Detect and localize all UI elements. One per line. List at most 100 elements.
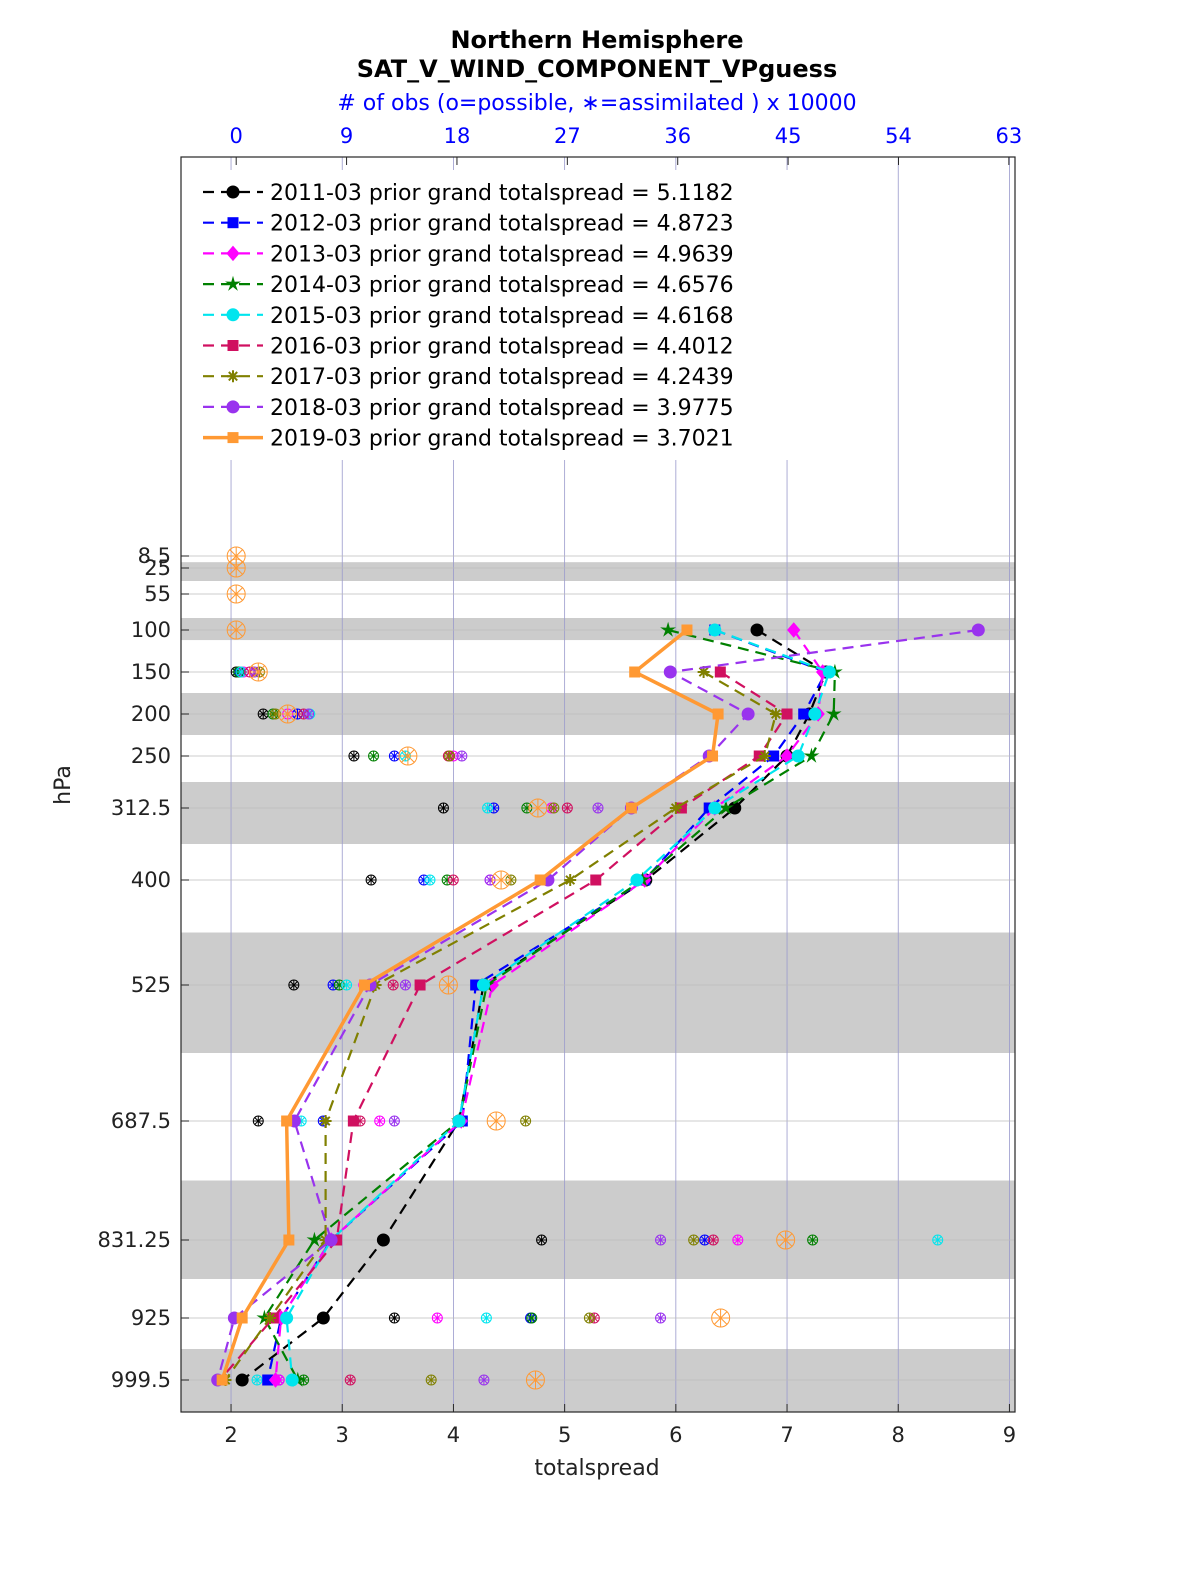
series-6-point-4 [564, 874, 577, 886]
legend-label-3: 2014-03 prior grand totalspread = 4.6576 [270, 273, 734, 298]
legend-entry-4: 2015-03 prior grand totalspread = 4.6168 [203, 304, 734, 329]
obs-s7-l6 [456, 750, 468, 762]
y-tick-label-5: 200 [131, 702, 171, 726]
obs-s0-l11-assimilated [536, 1235, 547, 1245]
obs-s5-l8-assimilated [448, 875, 459, 885]
y-tick-label-8: 400 [131, 868, 171, 892]
x-tick-label-4: 6 [669, 1423, 682, 1447]
obs-s1-l9-assimilated [328, 980, 339, 990]
obs-s6-l7-assimilated [548, 803, 559, 813]
obs-s0-l9-assimilated [288, 980, 299, 990]
x-tick-label-6: 8 [892, 1423, 905, 1447]
obs-s6-l6 [444, 750, 456, 762]
obs-s0-l8 [365, 874, 377, 886]
series-8-point-0 [681, 624, 693, 636]
legend-marker-6 [227, 370, 239, 383]
obs-s2-l11-assimilated [732, 1235, 743, 1245]
obs-s3-l11-assimilated [807, 1235, 818, 1245]
obs-s0-l10-assimilated [253, 1116, 264, 1126]
obs-s4-l7 [482, 802, 494, 814]
series-4-point-6 [476, 978, 490, 992]
obs-s7-l5 [303, 708, 315, 720]
y-tick-label-9: 525 [131, 973, 171, 997]
series-7-point-8 [324, 1233, 338, 1247]
obs-s5-l11-assimilated [708, 1235, 719, 1245]
series-3-point-3 [803, 747, 820, 763]
legend-label-8: 2019-03 prior grand totalspread = 3.7021 [270, 427, 734, 452]
x-tick-label-3: 5 [558, 1423, 571, 1447]
series-8-point-3 [707, 750, 719, 762]
obs-s4-l11 [932, 1234, 944, 1246]
obs-s8-l13 [525, 1370, 545, 1390]
obs-s5-l9-assimilated [388, 980, 399, 990]
series-4-point-0 [708, 623, 722, 637]
obs-s5-l7 [561, 802, 573, 814]
obs-s8-l2 [226, 584, 246, 604]
obs-s5-l7-assimilated [562, 803, 573, 813]
obs-s8-l8 [491, 870, 511, 890]
legend-label-2: 2013-03 prior grand totalspread = 4.9639 [270, 242, 734, 267]
obs-s3-l8-assimilated [442, 875, 453, 885]
obs-s1-l6-assimilated [389, 751, 400, 761]
obs-s4-l13-assimilated [252, 1375, 262, 1385]
obs-s0-l6 [348, 750, 360, 762]
obs-s7-l11-assimilated [655, 1235, 666, 1245]
series-4-point-5 [630, 873, 644, 887]
obs-s8-l6 [398, 746, 418, 766]
series-6-point-0 [697, 666, 710, 678]
y-axis-label: hPa [51, 765, 76, 805]
top-tick-label-4: 36 [664, 124, 691, 148]
obs-s4-l13 [251, 1374, 263, 1386]
obs-s6-l13 [425, 1374, 437, 1386]
legend-marker-5 [227, 340, 239, 351]
axes: 2 3 4 5 6 7 8 90 9 18 27 36 45 54 638.5255510015020025… [98, 124, 1023, 1447]
series-6-point-8 [264, 1312, 276, 1324]
series-3-point-0 [660, 621, 676, 637]
series-4-point-10 [285, 1373, 299, 1387]
series-5-point-0 [714, 666, 726, 678]
obs-s0-l6-assimilated [348, 751, 359, 761]
obs-s4-l4-assimilated [236, 667, 247, 677]
obs-s4-l7-assimilated [482, 803, 493, 813]
obs-s1-l7-assimilated [488, 803, 499, 813]
legend: 2011-03 prior grand totalspread = 5.1182… [191, 170, 821, 460]
series-5-point-5 [414, 979, 426, 991]
legend-entry-6: 2017-03 prior grand totalspread = 4.2439 [203, 365, 734, 390]
obs-s8-l5 [278, 704, 298, 724]
series-6-point-1 [769, 708, 782, 720]
y-tick-label-6: 250 [131, 744, 171, 768]
obs-s8-l2-assimilated [227, 585, 246, 603]
series-8-point-2 [712, 708, 724, 720]
band-1 [181, 618, 1015, 641]
obs-s5-l13 [344, 1374, 356, 1386]
obs-s3-l12-assimilated [526, 1313, 537, 1323]
legend-box [191, 170, 821, 460]
obs-s7-l12 [655, 1312, 667, 1324]
series-7-point-1 [663, 665, 677, 679]
series-0-point-9 [316, 1311, 330, 1325]
obs-s8-l13-assimilated [526, 1371, 545, 1389]
series-8 [216, 624, 724, 1386]
y-tick-label-2: 55 [144, 582, 171, 606]
series-4 [280, 623, 836, 1387]
legend-entry-3: 2014-03 prior grand totalspread = 4.6576 [203, 273, 734, 298]
obs-s7-l7-assimilated [593, 803, 603, 813]
legend-label-5: 2016-03 prior grand totalspread = 4.4012 [270, 335, 734, 360]
legend-entry-1: 2012-03 prior grand totalspread = 4.8723 [203, 212, 734, 237]
obs-s0-l10 [252, 1115, 264, 1127]
top-tick-label-0: 0 [230, 124, 243, 148]
obs-s0-l11 [536, 1234, 548, 1246]
obs-s6-l8-assimilated [505, 875, 516, 885]
obs-s6-l6-assimilated [444, 751, 455, 761]
series-4-point-2 [808, 707, 822, 721]
series-line-5 [219, 671, 789, 1381]
obs-s5-l8 [447, 874, 459, 886]
series-6-point-6 [319, 1115, 332, 1127]
obs-s2-l11 [732, 1234, 744, 1246]
series-6-point-3 [669, 802, 682, 814]
y-tick-label-10: 687.5 [111, 1109, 171, 1133]
series-4-point-1 [822, 665, 836, 679]
top-tick-label-6: 54 [885, 124, 912, 148]
series-4-point-3 [791, 749, 805, 763]
